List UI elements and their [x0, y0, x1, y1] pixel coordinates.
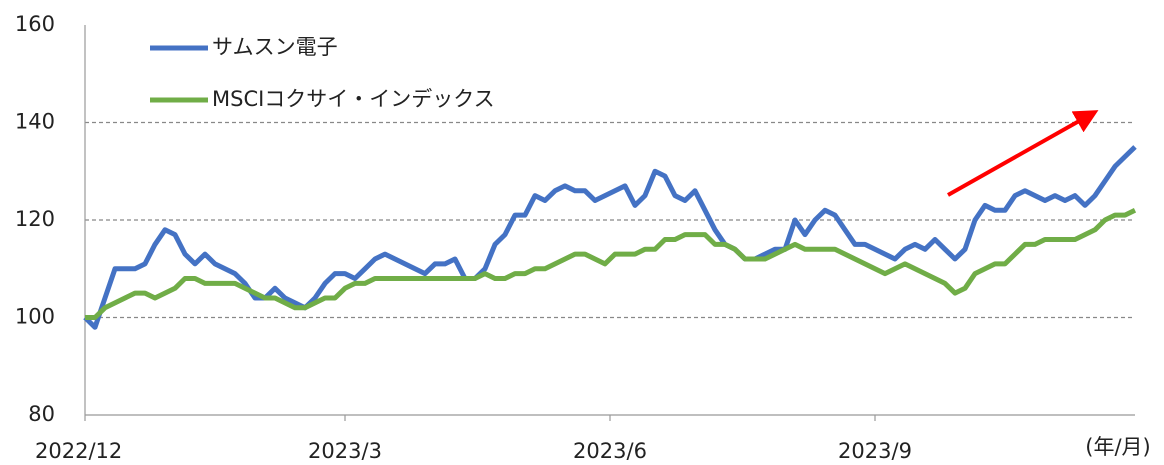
y-tick-label: 140 [15, 110, 55, 134]
trend-arrow [947, 110, 1099, 197]
y-tick-label: 80 [28, 402, 55, 426]
x-axis-label: (年/月) [1085, 435, 1150, 459]
series-line [85, 208, 1137, 320]
x-tick-label: 2023/9 [838, 439, 912, 463]
y-tick-label: 100 [15, 305, 55, 329]
y-tick-label: 160 [15, 12, 55, 36]
legend-label: サムスン電子 [212, 35, 338, 59]
legend-label: MSCIコクサイ・インデックス [212, 87, 495, 111]
x-tick-label: 2023/6 [573, 439, 647, 463]
x-tick-label: 2022/12 [35, 439, 122, 463]
x-tick-label: 2023/3 [308, 439, 382, 463]
lines [83, 145, 1137, 330]
y-tick-label: 120 [15, 207, 55, 231]
grid [84, 25, 1135, 421]
series-line [83, 145, 1137, 330]
